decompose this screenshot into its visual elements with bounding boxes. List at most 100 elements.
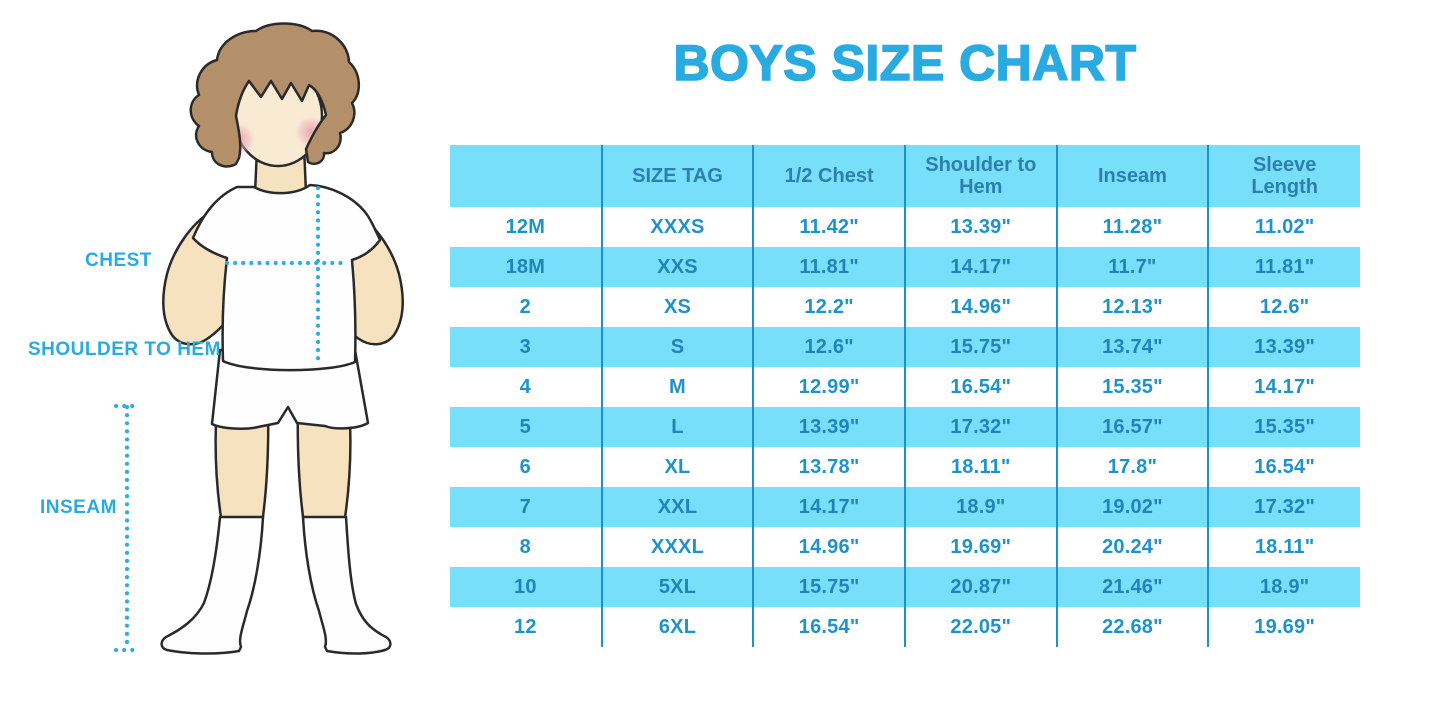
table-cell: 11.81" bbox=[752, 247, 905, 287]
column-header: SIZE TAG bbox=[600, 145, 754, 207]
table-cell: 13.39" bbox=[1207, 327, 1360, 367]
table-cell: 16.54" bbox=[752, 607, 905, 647]
table-cell: 10 bbox=[450, 567, 602, 607]
table-cell: 12 bbox=[514, 615, 537, 638]
table-cell: M bbox=[600, 367, 754, 407]
column-header: Shoulder to Hem bbox=[903, 145, 1057, 207]
table-cell: 13.78" bbox=[752, 447, 905, 487]
table-cell: 20.87" bbox=[903, 567, 1057, 607]
table-cell: 6XL bbox=[600, 607, 754, 647]
boy-left-sock bbox=[160, 515, 265, 655]
table-body: 12M XXXS 11.42" 13.39" 11.28" 11.02" 18M XXS 11.… bbox=[450, 207, 1360, 647]
table-cell: 3 bbox=[450, 327, 602, 367]
table-cell: 12.99" bbox=[752, 367, 905, 407]
table-cell: S bbox=[600, 327, 754, 367]
table-cell: 18.9" bbox=[1207, 567, 1360, 607]
table-cell: 15.75" bbox=[903, 327, 1057, 367]
boy-shorts bbox=[210, 348, 370, 430]
column-header: Inseam bbox=[1055, 145, 1209, 207]
table-cell: 13.39" bbox=[752, 407, 905, 447]
table-cell: 17.32" bbox=[903, 407, 1057, 447]
table-cell: XXL bbox=[600, 487, 754, 527]
table-cell: 11.42" bbox=[752, 207, 905, 247]
table-cell: 11.02" bbox=[1207, 207, 1360, 247]
table-cell: 16.57" bbox=[1055, 407, 1209, 447]
table-row: 8 XXXL 14.96" 19.69" 20.24" 18.11" bbox=[450, 527, 1360, 567]
table-row: 12M XXXS 11.42" 13.39" 11.28" 11.02" bbox=[450, 207, 1360, 247]
table-row: 5 L 13.39" 17.32" 16.57" 15.35" bbox=[450, 407, 1360, 447]
table-cell: 18.11" bbox=[1207, 527, 1360, 567]
boy-tshirt bbox=[191, 183, 382, 372]
table-cell: 17.32" bbox=[1207, 487, 1360, 527]
table-cell: 7 bbox=[450, 487, 602, 527]
table-cell: 11.7" bbox=[1055, 247, 1209, 287]
table-cell: XXXL bbox=[600, 527, 754, 567]
table-cell: XXS bbox=[600, 247, 754, 287]
table-cell: 15.75" bbox=[752, 567, 905, 607]
table-cell: 16.54" bbox=[1207, 447, 1360, 487]
table-cell: XS bbox=[600, 287, 754, 327]
boy-figure-graphic bbox=[114, 22, 404, 655]
table-cell: 19.69" bbox=[903, 527, 1057, 567]
table-cell: 20.24" bbox=[1055, 527, 1209, 567]
table-cell: 12M bbox=[505, 215, 546, 238]
table-row: 3 S 12.6" 15.75" 13.74" 13.39" bbox=[450, 327, 1360, 367]
table-cell: 14.96" bbox=[752, 527, 905, 567]
table-cell: XL bbox=[600, 447, 754, 487]
table-cell: 17.8" bbox=[1055, 447, 1209, 487]
table-row: 7 XXL 14.17" 18.9" 19.02" 17.32" bbox=[450, 487, 1360, 527]
boy-figure-illustration: CHEST SHOULDER TO HEM INSEAM bbox=[0, 0, 450, 723]
table-cell: 14.17" bbox=[752, 487, 905, 527]
table-cell: 18M bbox=[450, 247, 602, 287]
table-cell: 14.17" bbox=[903, 247, 1057, 287]
table-cell: 13.39" bbox=[903, 207, 1057, 247]
column-header bbox=[450, 145, 602, 207]
table-row: 2 XS 12.2" 14.96" 12.13" 12.6" bbox=[450, 287, 1360, 327]
table-cell: 2 bbox=[519, 295, 531, 318]
size-chart-table-wrap: SIZE TAG 1/2 Chest Shoulder to Hem Inseam Sl… bbox=[450, 145, 1360, 647]
table-cell: 21.46" bbox=[1055, 567, 1209, 607]
table-cell: 14.96" bbox=[903, 287, 1057, 327]
table-row: 12 6XL 16.54" 22.05" 22.68" 19.69" bbox=[450, 607, 1360, 647]
table-cell: 4 bbox=[519, 375, 531, 398]
table-row: 10 5XL 15.75" 20.87" 21.46" 18.9" bbox=[450, 567, 1360, 607]
inseam-label: INSEAM bbox=[40, 497, 117, 518]
table-cell: L bbox=[600, 407, 754, 447]
table-cell: 15.35" bbox=[1207, 407, 1360, 447]
table-cell: 18.9" bbox=[903, 487, 1057, 527]
table-cell: 12.6" bbox=[1207, 287, 1360, 327]
column-header: Sleeve Length bbox=[1207, 145, 1360, 207]
column-header: 1/2 Chest bbox=[752, 145, 905, 207]
table-cell: 5XL bbox=[600, 567, 754, 607]
table-cell: 13.74" bbox=[1055, 327, 1209, 367]
table-row: 4 M 12.99" 16.54" 15.35" 14.17" bbox=[450, 367, 1360, 407]
table-cell: XXXS bbox=[600, 207, 754, 247]
table-cell: 22.05" bbox=[903, 607, 1057, 647]
table-cell: 11.81" bbox=[1207, 247, 1360, 287]
table-cell: 12.2" bbox=[752, 287, 905, 327]
boy-hair bbox=[189, 22, 360, 168]
table-row: 18M XXS 11.81" 14.17" 11.7" 11.81" bbox=[450, 247, 1360, 287]
table-cell: 12.13" bbox=[1055, 287, 1209, 327]
table-cell: 6 bbox=[519, 455, 531, 478]
table-cell: 19.69" bbox=[1207, 607, 1360, 647]
table-header-row: SIZE TAG 1/2 Chest Shoulder to Hem Inseam Sl… bbox=[450, 145, 1360, 207]
table-cell: 5 bbox=[450, 407, 602, 447]
table-cell: 19.02" bbox=[1055, 487, 1209, 527]
table-row: 6 XL 13.78" 18.11" 17.8" 16.54" bbox=[450, 447, 1360, 487]
table-cell: 16.54" bbox=[903, 367, 1057, 407]
page-title: BOYS SIZE CHART bbox=[673, 34, 1137, 92]
table-cell: 22.68" bbox=[1055, 607, 1209, 647]
chest-label: CHEST bbox=[85, 250, 152, 271]
shoulder-to-hem-label: SHOULDER TO HEM bbox=[28, 339, 221, 360]
table-cell: 12.6" bbox=[752, 327, 905, 367]
table-cell: 14.17" bbox=[1207, 367, 1360, 407]
size-chart-content: BOYS SIZE CHART SIZE TAG 1/2 Chest Shoulde… bbox=[450, 0, 1360, 723]
boy-right-sock bbox=[301, 515, 392, 655]
size-chart-table: SIZE TAG 1/2 Chest Shoulder to Hem Inseam Sl… bbox=[450, 145, 1360, 647]
table-cell: 15.35" bbox=[1055, 367, 1209, 407]
table-cell: 18.11" bbox=[903, 447, 1057, 487]
table-cell: 8 bbox=[519, 535, 531, 558]
table-cell: 11.28" bbox=[1055, 207, 1209, 247]
